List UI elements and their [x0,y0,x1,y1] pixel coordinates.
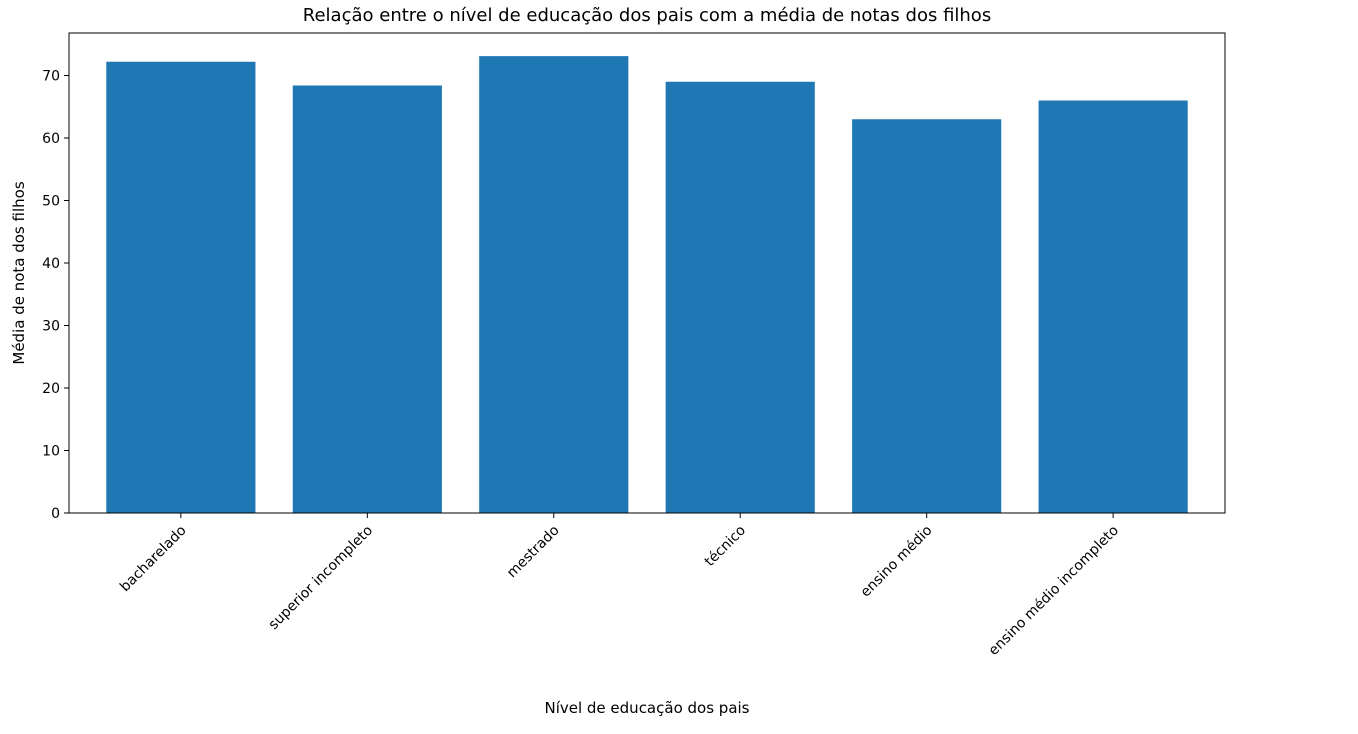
y-tick-label: 70 [42,69,60,85]
bar-ensino-médio-incompleto [1038,100,1188,513]
x-tick-label: ensino médio [858,523,936,601]
bar-superior-incompleto [292,85,442,513]
x-axis-label: Nível de educação dos pais [544,699,749,717]
x-tick-label: ensino médio incompleto [986,523,1122,659]
y-tick-label: 40 [42,256,60,272]
bar-ensino-médio [852,119,1002,513]
plot-frame [68,32,1226,514]
x-tick-label: mestrado [504,523,563,582]
x-tick-label: superior incompleto [266,523,376,633]
y-tick-label: 20 [42,381,60,397]
y-tick-label: 50 [42,194,60,210]
bar-mestrado [479,56,629,513]
bar-técnico [665,81,815,513]
y-tick-label: 0 [51,506,60,522]
y-tick-label: 10 [42,444,60,460]
plot-area [106,56,1188,513]
x-tick-label: técnico [702,523,749,570]
y-axis: 0 10 20 30 40 50 60 70 [42,69,69,522]
y-tick-label: 30 [42,319,60,335]
y-tick-label: 60 [42,131,60,147]
y-axis-label: Média de nota dos filhos [10,181,28,364]
chart-title: Relação entre o nível de educação dos pa… [303,5,991,26]
bar-bacharelado [106,61,256,513]
x-axis: bacharelado superior incompleto mestrado té… [117,513,1122,659]
x-tick-label: bacharelado [117,523,190,596]
